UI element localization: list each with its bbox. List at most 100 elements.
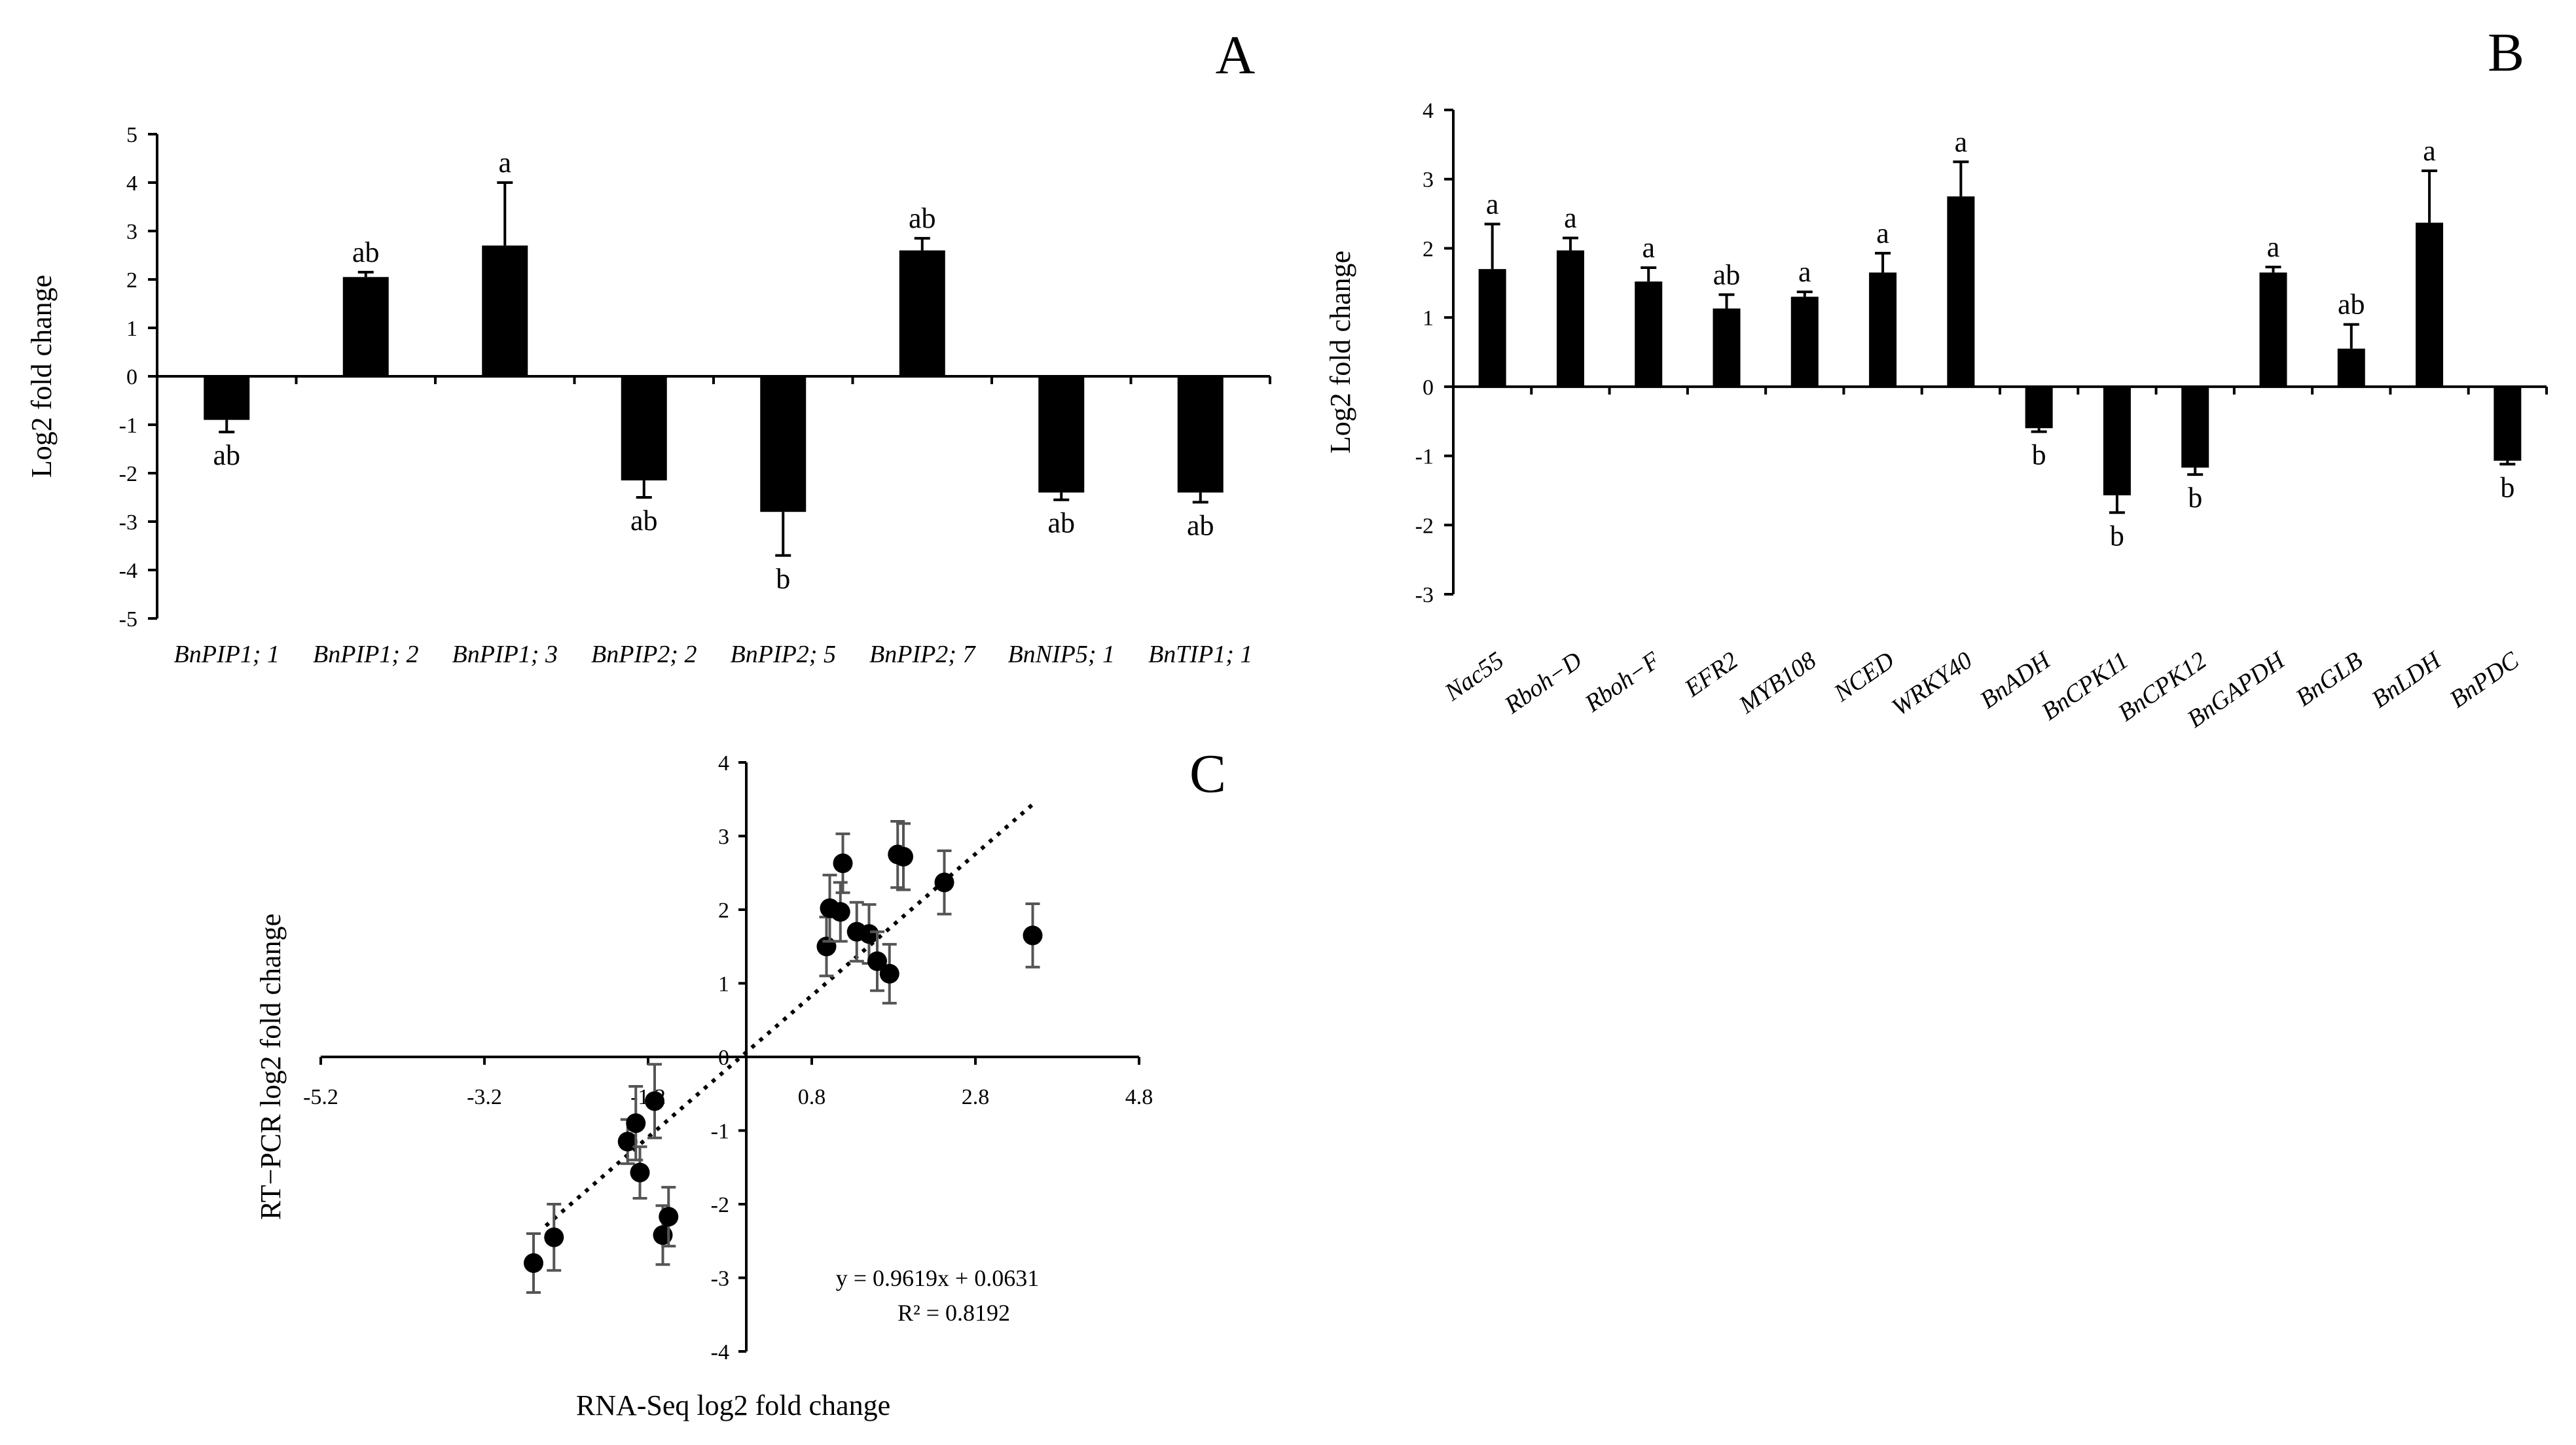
significance-label: a xyxy=(1876,217,1889,249)
category-label: BnPIP2; 2 xyxy=(591,641,697,668)
panel-label: C xyxy=(1189,743,1226,804)
x-tick-label: 2.8 xyxy=(962,1085,990,1109)
significance-label: a xyxy=(1486,188,1499,220)
category-label: BnPIP1; 1 xyxy=(174,641,280,668)
y-tick-label: 2 xyxy=(718,899,729,923)
category-label: BnPIP1; 3 xyxy=(452,641,558,668)
bar-BnCPK11 xyxy=(2103,386,2131,495)
y-tick-label: -4 xyxy=(119,559,137,583)
y-tick-label: -1 xyxy=(711,1120,729,1144)
bar-BnPIP1; 2 xyxy=(342,277,389,376)
significance-label: ab xyxy=(213,439,240,471)
data-point xyxy=(816,937,837,957)
significance-label: ab xyxy=(1713,259,1741,291)
bar-NCED xyxy=(1869,272,1897,387)
bar-BnPDC xyxy=(2494,386,2522,461)
significance-label: a xyxy=(498,147,511,179)
data-point xyxy=(934,872,954,893)
significance-label: b xyxy=(2188,482,2202,514)
y-tick-label: -2 xyxy=(1415,514,1434,538)
y-tick-label: -3 xyxy=(711,1267,729,1291)
significance-label: ab xyxy=(909,202,936,234)
y-tick-label: 0 xyxy=(1423,376,1434,400)
y-tick-label: 4 xyxy=(126,171,137,196)
y-tick-label: -2 xyxy=(711,1193,729,1217)
y-tick-label: 4 xyxy=(718,751,729,776)
data-point xyxy=(833,853,853,874)
bar-EFR2 xyxy=(1713,308,1741,387)
data-point xyxy=(894,847,913,866)
y-tick-label: 1 xyxy=(126,317,137,341)
r-squared-label: R² = 0.8192 xyxy=(898,1300,1010,1326)
bar-Nac55 xyxy=(1478,269,1506,387)
bar-BnCPK12 xyxy=(2181,386,2209,468)
significance-label: ab xyxy=(630,505,658,537)
y-tick-label: 3 xyxy=(718,825,729,849)
y-axis-title: RT−PCR log2 fold change xyxy=(255,914,287,1220)
panel-b-bar-chart: B -3 -2 -1 0 1 2 3 4 Log2 fold change a Nac55 a Rboh−… xyxy=(1324,22,2548,733)
category-label: Rboh−D xyxy=(1499,647,1587,719)
panel-c-scatter-chart: C-5.2-3.2-1.20.82.84.8-4-3-2-101234RNA-S… xyxy=(255,743,1226,1421)
y-tick-label: -1 xyxy=(119,414,137,438)
significance-label: a xyxy=(2267,231,2280,263)
y-tick-label: 2 xyxy=(126,268,137,293)
y-tick-label: 1 xyxy=(1423,306,1434,330)
category-label: BnLDH xyxy=(2367,646,2447,714)
bar-BnTIP1; 1 xyxy=(1177,376,1224,493)
significance-label: a xyxy=(1642,232,1655,264)
x-tick-label: -3.2 xyxy=(467,1085,502,1109)
category-label: BnGLB xyxy=(2291,647,2367,712)
category-label: WRKY40 xyxy=(1887,647,1977,721)
significance-label: b xyxy=(2500,471,2514,503)
bar-BnPIP1; 3 xyxy=(482,245,528,376)
significance-label: ab xyxy=(352,236,380,268)
y-tick-label: 0 xyxy=(126,365,137,389)
x-tick-label: -5.2 xyxy=(303,1085,338,1109)
data-point xyxy=(879,963,899,984)
data-point xyxy=(626,1113,646,1133)
category-label: Nac55 xyxy=(1440,647,1509,707)
panel-label: B xyxy=(2488,22,2524,83)
bar-BnPIP2; 2 xyxy=(621,376,667,481)
data-point xyxy=(617,1132,638,1152)
y-tick-label: 2 xyxy=(1423,237,1434,261)
y-tick-label: -5 xyxy=(119,607,137,632)
y-tick-label: 1 xyxy=(718,972,729,997)
significance-label: a xyxy=(1955,126,1968,158)
significance-label: b xyxy=(2032,439,2046,471)
bar-BnADH xyxy=(2025,386,2053,429)
category-label: BnTIP1; 1 xyxy=(1148,641,1252,668)
bar-WRKY40 xyxy=(1947,196,1975,387)
data-point xyxy=(645,1091,664,1111)
bar-BnPIP1; 1 xyxy=(204,376,250,420)
category-label: MYB108 xyxy=(1733,647,1821,719)
y-tick-label: -3 xyxy=(1415,583,1434,607)
bar-MYB108 xyxy=(1790,296,1819,387)
significance-label: ab xyxy=(1187,509,1214,541)
x-tick-label: 0.8 xyxy=(798,1085,826,1109)
category-label: BnNIP5; 1 xyxy=(1007,641,1115,668)
bar-BnGAPDH xyxy=(2259,272,2287,387)
y-tick-label: 5 xyxy=(126,123,137,147)
data-point xyxy=(630,1162,650,1183)
category-label: EFR2 xyxy=(1679,647,1743,703)
y-tick-label: 3 xyxy=(126,220,137,244)
y-tick-label: -2 xyxy=(119,462,137,486)
significance-label: ab xyxy=(2338,289,2365,321)
y-tick-label: 3 xyxy=(1423,168,1434,192)
data-point xyxy=(659,1207,679,1227)
data-point xyxy=(1023,925,1043,946)
x-tick-label: 4.8 xyxy=(1125,1085,1153,1109)
category-label: BnPIP1; 2 xyxy=(313,641,418,668)
bar-BnLDH xyxy=(2416,223,2444,387)
y-tick-label: -1 xyxy=(1415,445,1434,469)
significance-label: b xyxy=(776,563,790,595)
data-point xyxy=(544,1227,564,1247)
category-label: BnPIP2; 7 xyxy=(869,641,976,668)
bar-Rboh−D xyxy=(1556,250,1584,387)
bar-BnGLB xyxy=(2337,348,2365,387)
significance-label: a xyxy=(2423,135,2436,167)
y-tick-label: -4 xyxy=(711,1340,729,1365)
